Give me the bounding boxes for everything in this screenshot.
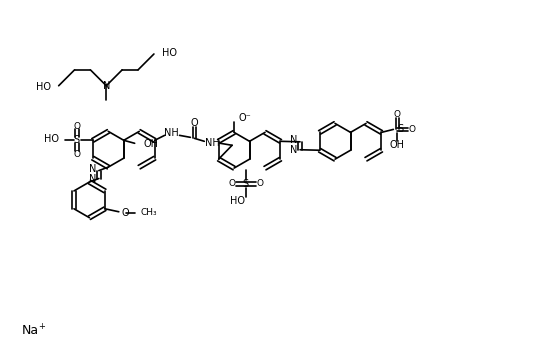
Text: O⁻: O⁻ (238, 113, 251, 123)
Text: CH₃: CH₃ (141, 208, 157, 217)
Text: OH: OH (144, 139, 158, 149)
Text: N: N (290, 135, 298, 145)
Text: HO: HO (44, 134, 59, 144)
Text: O: O (73, 150, 81, 159)
Text: S: S (397, 125, 403, 134)
Text: O: O (73, 122, 81, 131)
Text: N: N (102, 81, 110, 91)
Text: O: O (229, 180, 236, 189)
Text: OH: OH (390, 140, 405, 150)
Text: S: S (74, 135, 80, 145)
Text: O: O (409, 125, 416, 134)
Text: S: S (243, 179, 249, 189)
Text: NH: NH (164, 129, 179, 138)
Text: HO: HO (36, 82, 51, 92)
Text: N: N (89, 164, 96, 174)
Text: N: N (290, 145, 298, 155)
Text: N: N (89, 173, 96, 184)
Text: O: O (394, 110, 401, 119)
Text: HO: HO (230, 196, 245, 206)
Text: O: O (256, 180, 263, 189)
Text: HO: HO (162, 48, 177, 58)
Text: O: O (122, 208, 129, 218)
Text: +: + (38, 323, 45, 331)
Text: NH: NH (205, 138, 220, 148)
Text: O: O (191, 118, 198, 129)
Text: Na: Na (22, 324, 39, 337)
